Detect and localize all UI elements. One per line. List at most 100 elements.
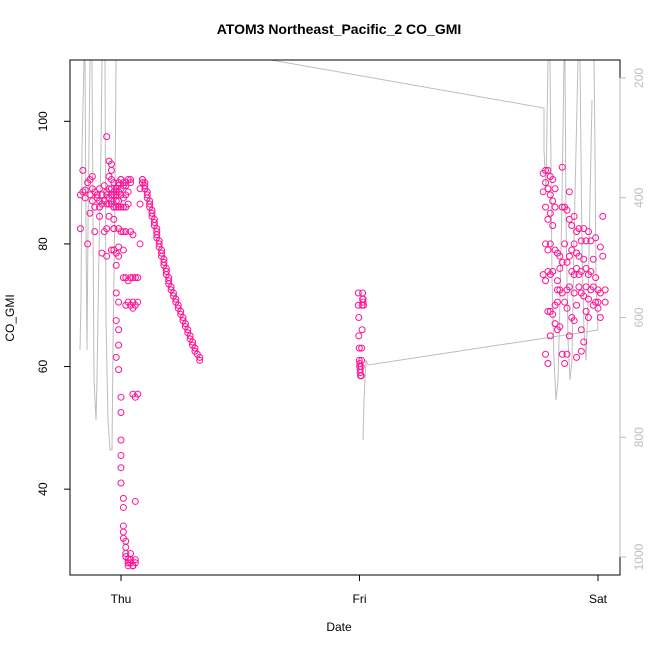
data-point [570,317,578,325]
data-point [91,228,99,236]
data-point [553,286,561,294]
data-point [124,188,132,196]
data-point [354,301,362,309]
data-point [575,225,583,233]
data-point [141,182,149,190]
data-point [189,338,197,346]
data-point [584,314,592,321]
data-point [115,243,123,251]
data-point [354,289,362,297]
data-point [117,479,125,487]
data-point [117,409,125,417]
data-point [561,298,569,306]
data-point [119,203,127,211]
data-point [196,356,204,364]
data-point [110,188,118,196]
data-point [110,225,118,233]
data-point [596,314,604,321]
data-point [563,350,571,358]
data-point [129,274,137,282]
data-point [103,133,111,141]
data-point [112,317,120,325]
data-point [81,194,89,202]
data-point [119,274,127,282]
data-point [355,344,363,352]
data-point [119,504,127,512]
data-point [565,215,573,223]
data-point [103,200,111,208]
data-point [556,264,564,272]
data-point [177,307,185,315]
data-point [551,203,559,211]
data-point [76,225,84,233]
data-point [553,298,561,306]
data-point [174,301,182,309]
data-point [167,283,175,291]
data-point [105,212,113,220]
data-point [155,240,163,248]
data-point [582,264,590,272]
data-point [544,246,552,254]
data-point [573,264,581,272]
data-point [358,326,366,334]
data-point [186,332,194,340]
data-point [107,176,115,184]
data-point [558,203,566,211]
data-point [575,283,583,291]
data-point [117,464,125,472]
data-point [546,332,554,340]
data-point [103,252,111,260]
data-point [546,191,554,199]
data-point [539,188,547,196]
data-point [558,163,566,171]
data-point [134,390,142,398]
data-point [98,249,106,257]
data-point [110,215,118,223]
data-point [359,289,367,297]
data-point [184,326,192,334]
co-gmi-points [76,133,609,570]
data-point [172,295,180,303]
data-point [131,497,139,505]
chart-title: ATOM3 Northeast_Pacific_2 CO_GMI [217,21,462,37]
data-point [592,234,600,242]
data-point [549,197,557,205]
data-point [565,252,573,260]
data-point [115,298,123,306]
data-point [124,200,132,208]
data-point [358,356,366,364]
data-point [577,268,585,276]
data-point [196,353,204,361]
data-point [561,240,569,248]
data-point [355,314,363,321]
data-point [549,222,557,230]
data-point [577,347,585,355]
data-point [115,203,123,211]
data-point [146,200,154,208]
data-point [592,274,600,282]
x-axis-label: Date [326,620,352,634]
data-point [587,268,595,276]
data-point [169,289,177,297]
data-point [549,268,557,276]
data-point [558,289,566,297]
data-point [148,209,156,217]
data-point [119,228,127,236]
data-point [599,212,607,220]
data-point [134,298,142,306]
data-point [103,225,111,233]
data-point [565,188,573,196]
data-point [563,206,571,214]
data-point [105,185,113,193]
data-point [546,209,554,217]
data-point [582,237,590,245]
data-point [96,212,104,220]
data-point [561,359,569,367]
data-point [577,326,585,334]
plot-frame [69,59,621,576]
data-point [119,528,127,536]
data-point [88,197,96,205]
data-point [107,166,115,174]
y-tick-label: 60 [36,360,50,374]
